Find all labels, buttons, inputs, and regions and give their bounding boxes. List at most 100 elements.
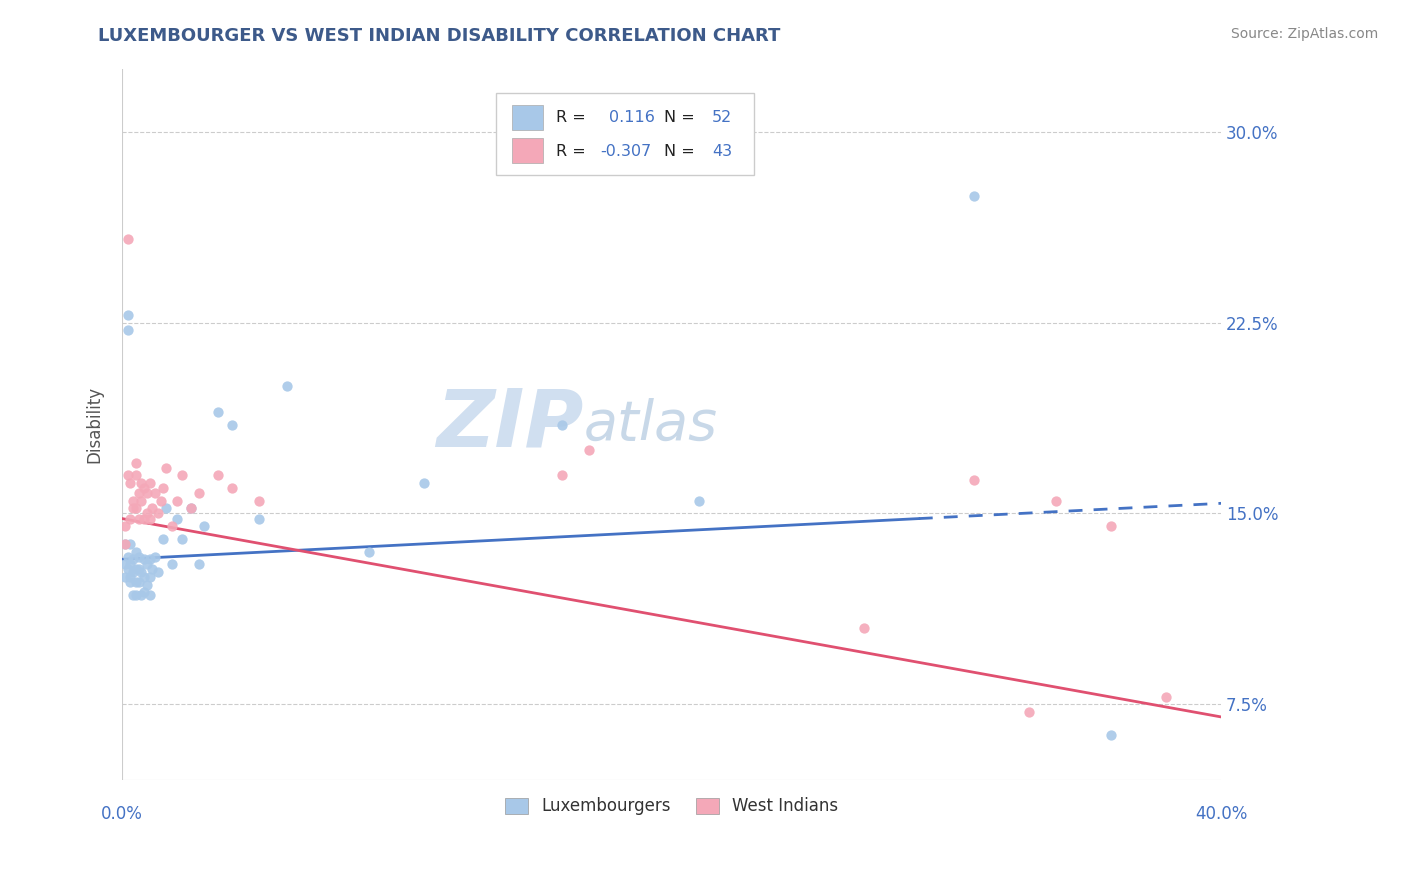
Point [117, 232, 139, 246]
Point [129, 493, 152, 508]
Point [1045, 493, 1067, 508]
Point [166, 493, 188, 508]
Text: Source: ZipAtlas.com: Source: ZipAtlas.com [1230, 27, 1378, 41]
Point [114, 558, 136, 572]
Point [166, 511, 188, 525]
Point [160, 519, 183, 533]
Point [129, 588, 152, 602]
Point [852, 621, 875, 635]
Point [135, 577, 157, 591]
Text: LUXEMBOURGER VS WEST INDIAN DISABILITY CORRELATION CHART: LUXEMBOURGER VS WEST INDIAN DISABILITY C… [98, 27, 780, 45]
Point [188, 486, 211, 500]
Point [128, 562, 150, 576]
Point [120, 537, 142, 551]
Point [152, 481, 174, 495]
Point [1154, 690, 1177, 704]
Point [276, 379, 298, 393]
Point [688, 493, 710, 508]
Point [132, 511, 155, 525]
Text: atlas: atlas [583, 398, 717, 451]
Point [129, 475, 152, 490]
Point [143, 486, 166, 500]
Point [188, 558, 211, 572]
Point [122, 493, 145, 508]
Point [1018, 705, 1040, 719]
Point [550, 417, 572, 432]
Point [117, 323, 139, 337]
Point [141, 562, 163, 576]
Point [172, 468, 194, 483]
Point [135, 486, 157, 500]
Point [152, 532, 174, 546]
Point [125, 562, 148, 576]
Text: 43: 43 [713, 145, 733, 160]
Point [550, 468, 572, 483]
Point [1099, 728, 1122, 742]
Text: 40.0%: 40.0% [1195, 805, 1247, 823]
Point [207, 405, 229, 419]
Point [221, 481, 243, 495]
Point [117, 468, 139, 483]
Point [132, 570, 155, 584]
Point [138, 511, 160, 525]
Point [963, 474, 986, 488]
Point [207, 468, 229, 483]
Point [125, 544, 148, 558]
Point [125, 575, 148, 590]
Text: R =: R = [557, 145, 586, 160]
Text: ZIP: ZIP [436, 385, 583, 464]
Point [125, 501, 148, 516]
Text: N =: N = [664, 110, 695, 125]
Point [180, 501, 202, 516]
Point [413, 475, 436, 490]
Legend: Luxembourgers, West Indians: Luxembourgers, West Indians [498, 790, 845, 822]
Point [120, 511, 142, 525]
Point [122, 501, 145, 516]
Point [135, 507, 157, 521]
Point [117, 308, 139, 322]
Point [122, 565, 145, 579]
Point [129, 565, 152, 579]
Point [963, 188, 986, 202]
Point [138, 475, 160, 490]
Point [128, 575, 150, 590]
Point [125, 588, 148, 602]
Point [138, 570, 160, 584]
Point [114, 537, 136, 551]
Point [122, 588, 145, 602]
Point [125, 456, 148, 470]
Point [128, 549, 150, 564]
Point [143, 549, 166, 564]
Point [132, 481, 155, 495]
Point [125, 468, 148, 483]
Point [155, 501, 177, 516]
Point [138, 588, 160, 602]
Point [180, 501, 202, 516]
Point [128, 511, 150, 525]
Text: 52: 52 [713, 110, 733, 125]
Point [149, 493, 172, 508]
Point [120, 575, 142, 590]
Point [249, 511, 271, 525]
Point [120, 570, 142, 584]
Point [120, 475, 142, 490]
Point [141, 501, 163, 516]
Point [146, 507, 169, 521]
Text: -0.307: -0.307 [600, 145, 651, 160]
Point [172, 532, 194, 546]
Point [138, 552, 160, 566]
Point [132, 585, 155, 599]
Point [221, 417, 243, 432]
Bar [512, 105, 543, 130]
Point [114, 570, 136, 584]
Point [117, 549, 139, 564]
Point [160, 558, 183, 572]
Text: N =: N = [664, 145, 695, 160]
Point [1099, 519, 1122, 533]
Text: R =: R = [557, 110, 586, 125]
Point [122, 552, 145, 566]
Text: 0.116: 0.116 [609, 110, 655, 125]
Point [128, 486, 150, 500]
Point [578, 442, 600, 457]
Point [114, 519, 136, 533]
